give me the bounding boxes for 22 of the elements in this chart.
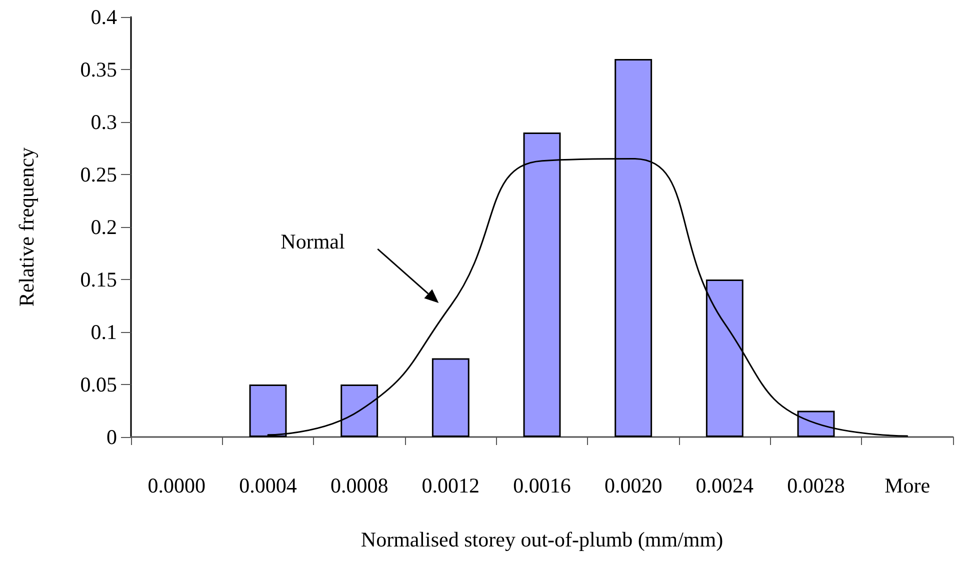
- x-tick-label: 0.0000: [148, 474, 206, 498]
- x-tick-label: 0.0008: [330, 474, 388, 498]
- y-tick-label: 0.2: [90, 215, 117, 239]
- x-tick-label: 0.0016: [513, 474, 571, 498]
- y-tick-label: 0.1: [90, 320, 117, 344]
- x-axis-title: Normalised storey out-of-plumb (mm/mm): [360, 528, 724, 552]
- x-tick-label: 0.0024: [696, 474, 754, 498]
- bar: [432, 358, 470, 437]
- y-tick-label: 0.4: [90, 5, 118, 29]
- x-tick-label: More: [884, 474, 930, 498]
- y-tick-label: 0.05: [80, 372, 117, 396]
- y-tick-label: 0.15: [80, 268, 117, 292]
- y-tick-label: 0.25: [80, 162, 117, 186]
- x-tick-label: 0.0012: [422, 474, 480, 498]
- x-tick-label: 0.0028: [787, 474, 845, 498]
- annotation: Normal: [280, 230, 345, 254]
- y-tick-label: 0.3: [90, 110, 117, 134]
- y-tick-label: 0.35: [80, 58, 117, 82]
- y-tick-label: 0: [106, 425, 117, 449]
- x-tick-label: 0.0004: [239, 474, 298, 498]
- x-tick-label: 0.0020: [604, 474, 662, 498]
- y-axis-title: Relative frequency: [14, 146, 38, 307]
